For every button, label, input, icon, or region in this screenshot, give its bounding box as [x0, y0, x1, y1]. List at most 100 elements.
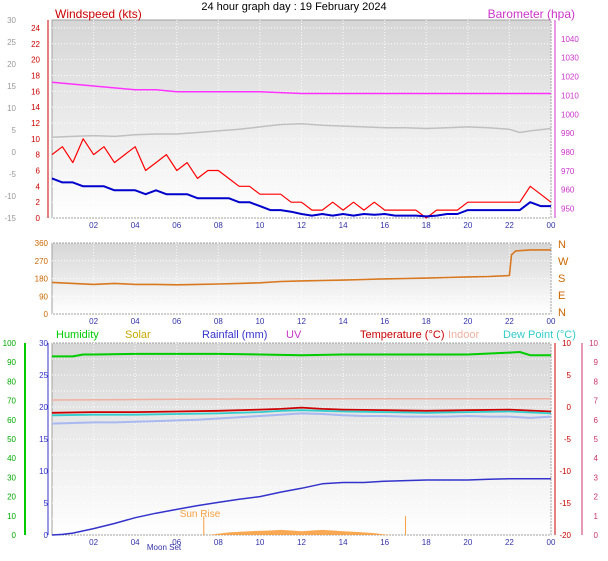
far-y-tick-label: 25 — [7, 38, 16, 47]
humidity-tick-label: 50 — [7, 435, 16, 444]
far-y-tick-label: -15 — [4, 214, 16, 223]
y2-tick-label: 960 — [561, 186, 575, 195]
y-tick-label: 10 — [31, 135, 40, 144]
series-temp_dup — [51, 412, 552, 425]
x-tick-label: 04 — [131, 538, 140, 547]
series-dir — [51, 249, 551, 286]
uv-tick-label: 8 — [594, 377, 599, 386]
wind-baro-panel: 02 04 06 08 10 12 14 16 18 20 22 000246810121416182… — [4, 7, 579, 230]
humidity-tick-label: 20 — [7, 493, 16, 502]
x-tick-label: 06 — [172, 221, 181, 230]
x-tick-label: 08 — [214, 538, 223, 547]
x-tick-label: 06 — [172, 538, 181, 547]
series-indoor — [51, 397, 551, 401]
series-baro — [51, 81, 551, 95]
temp-tick-label: -5 — [564, 435, 572, 444]
y-tick-label: 14 — [31, 103, 40, 112]
uv-tick-label: 7 — [594, 397, 599, 406]
x-tick-label: 18 — [422, 317, 431, 326]
series-temperature — [51, 406, 552, 414]
temperature-label: Temperature (°C) — [360, 329, 444, 341]
rain-tick-label: 20 — [39, 403, 48, 412]
rain-tick-label: 25 — [39, 371, 48, 380]
x-tick-label: 16 — [380, 317, 389, 326]
humidity-tick-label: 70 — [7, 397, 16, 406]
rain-tick-label: 5 — [44, 499, 49, 508]
y2-tick-label: 990 — [561, 129, 575, 138]
x-tick-label: 02 — [89, 538, 98, 547]
compass-label: E — [558, 290, 565, 302]
compass-label: N — [558, 307, 566, 319]
temp-tick-label: 10 — [562, 339, 571, 348]
humidity-tick-label: 100 — [3, 339, 17, 348]
solar-label: Solar — [125, 329, 151, 341]
x-tick-label: 06 — [172, 317, 181, 326]
far-y-tick-label: 5 — [12, 126, 17, 135]
compass-label: N — [558, 239, 566, 251]
series-wind_avg — [51, 177, 551, 218]
series-rain — [51, 477, 551, 536]
chart-title: 24 hour graph day : 19 February 2024 — [201, 1, 386, 13]
far-y-tick-label: -10 — [4, 192, 16, 201]
humidity-label: Humidity — [56, 329, 99, 341]
series-wind — [51, 138, 552, 219]
x-tick-label: 18 — [422, 221, 431, 230]
x-tick-label: 20 — [463, 317, 472, 326]
humidity-tick-label: 10 — [7, 512, 16, 521]
uv-tick-label: 2 — [594, 493, 599, 502]
far-y-tick-label: 15 — [7, 82, 16, 91]
right-axis-label: Barometer (hpa) — [488, 7, 575, 21]
y-tick-label: 16 — [31, 87, 40, 96]
y2-tick-label: 980 — [561, 148, 575, 157]
y-tick-label: 22 — [31, 40, 40, 49]
y-tick-label: 4 — [36, 182, 41, 191]
y2-tick-label: 1040 — [561, 35, 579, 44]
x-tick-label: 18 — [422, 538, 431, 547]
series-dew — [51, 409, 552, 417]
temp-tick-label: -15 — [559, 499, 571, 508]
y2-tick-label: 970 — [561, 167, 575, 176]
x-tick-label: 10 — [255, 317, 264, 326]
temp-tick-label: 5 — [567, 371, 572, 380]
y2-tick-label: 1010 — [561, 91, 579, 100]
y-tick-label: 90 — [39, 292, 48, 301]
x-tick-label: 22 — [505, 317, 514, 326]
y-tick-label: 2 — [36, 198, 41, 207]
temp-humidity-panel: 02 04 06 08 10 12 14 16 18 20 22 00-20-15-10-505100… — [3, 329, 599, 552]
x-tick-label: 14 — [339, 538, 348, 547]
y2-tick-label: 1000 — [561, 110, 579, 119]
moonset-label: Moon Set — [147, 543, 182, 552]
x-tick-label: 02 — [89, 221, 98, 230]
x-tick-label: 08 — [214, 317, 223, 326]
far-y-tick-label: 0 — [12, 148, 17, 157]
humidity-tick-label: 60 — [7, 416, 16, 425]
temp-tick-label: 0 — [567, 403, 572, 412]
uv-tick-label: 5 — [594, 435, 599, 444]
x-tick-label: 08 — [214, 221, 223, 230]
uv-tick-label: 10 — [589, 339, 598, 348]
uv-tick-label: 6 — [594, 416, 599, 425]
compass-label: S — [558, 273, 565, 285]
indoor-label: Indoor — [448, 329, 480, 341]
x-tick-label: 10 — [255, 221, 264, 230]
sunrise-label: Sun Rise — [180, 509, 221, 520]
y-tick-label: 360 — [35, 239, 49, 248]
y-tick-label: 18 — [31, 71, 40, 80]
x-tick-label: 00 — [547, 317, 556, 326]
x-tick-label: 14 — [339, 317, 348, 326]
y-tick-label: 270 — [35, 257, 49, 266]
y-tick-label: 0 — [44, 310, 49, 319]
uv-label: UV — [286, 329, 302, 341]
x-tick-label: 16 — [380, 221, 389, 230]
far-y-tick-label: 10 — [7, 104, 16, 113]
x-tick-label: 00 — [547, 221, 556, 230]
x-tick-label: 04 — [131, 317, 140, 326]
far-y-tick-label: 30 — [7, 16, 16, 25]
y2-tick-label: 1020 — [561, 73, 579, 82]
x-tick-label: 22 — [505, 538, 514, 547]
x-tick-label: 14 — [339, 221, 348, 230]
x-tick-label: 12 — [297, 317, 306, 326]
y-tick-label: 24 — [31, 24, 40, 33]
humidity-tick-label: 0 — [12, 531, 17, 540]
